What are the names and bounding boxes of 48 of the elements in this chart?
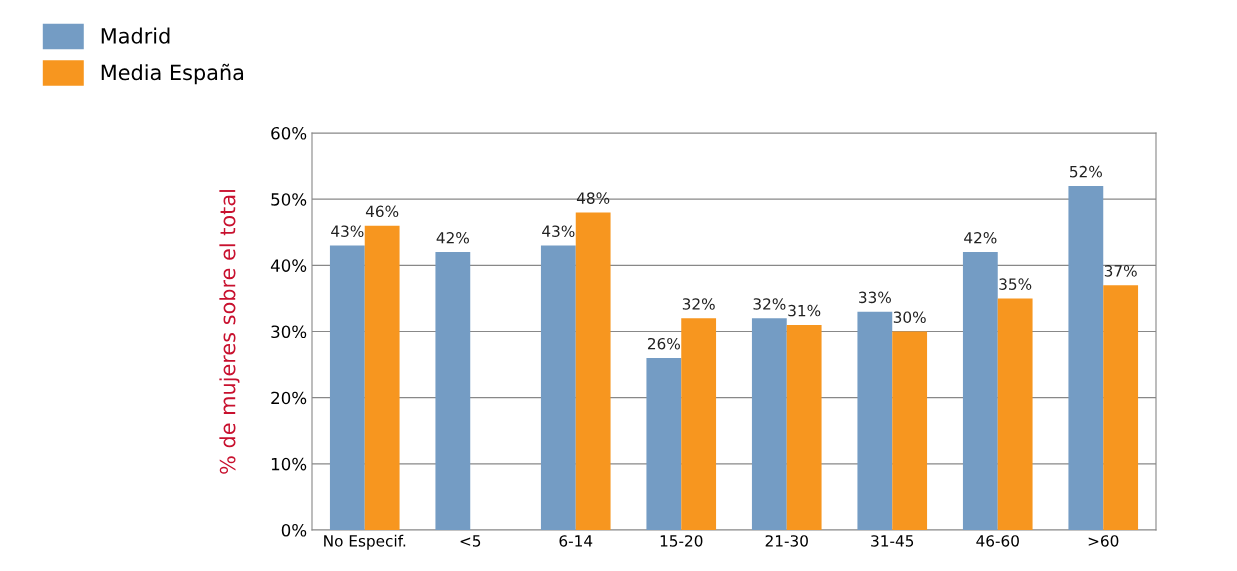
data-label: 43% bbox=[542, 225, 575, 237]
data-label: 42% bbox=[964, 232, 997, 244]
data-label: 26% bbox=[647, 337, 680, 350]
bar bbox=[329, 245, 365, 530]
y-tick-label: 20% bbox=[271, 391, 307, 405]
x-tick-label: 15-20 bbox=[660, 535, 703, 547]
data-label: 43% bbox=[331, 225, 364, 237]
data-label: 48% bbox=[576, 192, 610, 204]
data-label: 33% bbox=[859, 291, 891, 304]
y-tick-label: 0% bbox=[281, 523, 307, 537]
data-label: 37% bbox=[1104, 265, 1137, 277]
bar bbox=[646, 357, 682, 530]
x-tick-label: No Especif. bbox=[324, 534, 406, 550]
bar bbox=[786, 324, 822, 530]
legend-label: Madrid bbox=[101, 27, 170, 44]
x-tick-label: 6-14 bbox=[559, 535, 593, 547]
data-label: 42% bbox=[436, 232, 469, 244]
y-tick-label: 10% bbox=[271, 457, 307, 471]
bar bbox=[857, 311, 893, 530]
data-label: 52% bbox=[1070, 165, 1102, 178]
bar bbox=[997, 298, 1033, 530]
bar bbox=[1103, 285, 1139, 530]
bar bbox=[751, 318, 787, 530]
data-label: 30% bbox=[893, 311, 926, 323]
x-tick-label: 21-30 bbox=[765, 535, 808, 547]
x-tick-label: <5 bbox=[460, 535, 481, 547]
y-tick-label: 60% bbox=[271, 126, 307, 140]
y-tick-label: 50% bbox=[271, 193, 307, 206]
y-axis-title: % de mujeres sobre el total bbox=[219, 190, 240, 474]
data-label: 35% bbox=[999, 278, 1032, 290]
bar bbox=[892, 331, 928, 530]
data-label: 32% bbox=[753, 298, 786, 310]
data-label: 46% bbox=[365, 205, 399, 218]
x-tick-label: 31-45 bbox=[871, 535, 914, 547]
x-tick-label: 46-60 bbox=[976, 535, 1019, 547]
bar bbox=[1068, 185, 1104, 530]
bar bbox=[364, 225, 400, 530]
y-tick-label: 30% bbox=[271, 325, 307, 339]
y-tick-label: 40% bbox=[270, 259, 307, 272]
data-label: 31% bbox=[788, 304, 821, 317]
x-tick-label: >60 bbox=[1088, 535, 1119, 547]
bar bbox=[962, 252, 998, 530]
bar bbox=[435, 252, 471, 530]
data-label: 32% bbox=[682, 298, 715, 310]
bar bbox=[575, 212, 611, 530]
bar bbox=[540, 245, 576, 530]
bar bbox=[681, 318, 717, 530]
legend-label: Media España bbox=[101, 63, 244, 85]
